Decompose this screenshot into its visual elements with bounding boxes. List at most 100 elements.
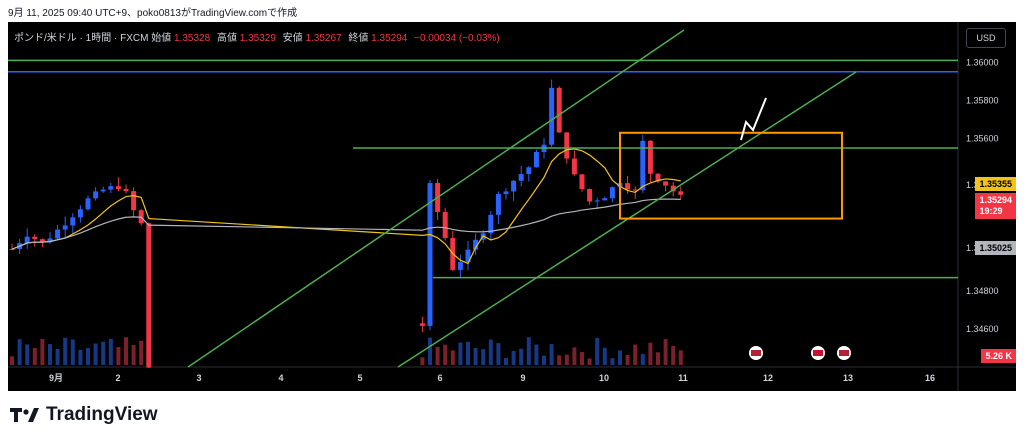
price-chart[interactable]: 1.36000 1.35800 1.35600 1.35355 1.35025 1.348… [8,22,1016,391]
volume-bar [124,337,128,365]
volume-bar [108,338,113,365]
event-flag-stripe [813,350,823,356]
channel-upper-line [187,29,685,368]
volume-bar [542,355,546,365]
volume-bar [435,346,440,365]
volume-bar [595,337,600,365]
volume-bar [420,357,425,365]
candle-body [55,229,61,239]
volume-bar [504,357,508,365]
candle-body [77,209,83,218]
volume-bar [656,352,660,365]
candle-body [419,323,425,326]
volume-bar [458,342,463,365]
candle-body [663,181,669,186]
volume-bar [496,343,501,365]
volume-bar [466,341,470,365]
candle-body [594,200,600,202]
volume-bar [443,344,448,365]
candle-body [93,191,99,199]
chart-caption: 9月 11, 2025 09:40 UTC+9、poko0813がTrading… [8,8,298,19]
volume-bar [450,350,455,365]
candle-body [511,180,517,192]
candle-body [495,194,501,215]
candle-body [146,223,152,368]
change-value: −0.00034 (−0.03%) [414,33,500,44]
volume-bar [25,344,30,365]
x-tick-label: 6 [437,373,442,383]
x-tick-label: 2 [115,373,120,383]
ohlc-header: ポンド/米ドル · 1時間 · FXCM 始値 1.35328 高値 1.353… [14,29,504,44]
candle-body [678,191,684,195]
volume-bar [70,339,75,365]
candle-body [647,140,653,174]
volume-bar [139,340,144,365]
candle-body [70,217,76,226]
candle-body [488,214,494,234]
candle-body [62,225,68,230]
symbol-label[interactable]: ポンド/米ドル · 1時間 · FXCM [14,33,149,44]
candle-body [465,249,471,263]
y-tick-label: 1.35600 [966,134,999,144]
close-value: 1.35294 [371,33,408,44]
chart-panel[interactable]: 1.36000 1.35800 1.35600 1.35355 1.35025 1.348… [8,22,1016,391]
candle-body [32,236,38,240]
currency-button[interactable]: USD [966,28,1006,48]
volume-bar [116,347,121,365]
candle-body [85,198,91,210]
volume-bar [549,344,554,365]
candle-body [100,189,106,192]
volume-bar [663,339,668,365]
x-tick-label: 4 [278,373,283,383]
event-flag-icon [837,346,851,360]
candle-body [427,183,433,326]
x-tick-label: 9 [520,373,525,383]
moving-average-slow [11,198,681,250]
volume-bar [587,358,592,365]
tradingview-logo[interactable]: TradingView [10,404,158,426]
candle-body [9,249,15,251]
ma-slow-price-tag: 1.35025 [975,241,1016,255]
y-tick-label: 1.35800 [966,95,999,105]
volume-bar [648,342,653,365]
y-tick-label: 1.34600 [966,324,999,334]
volume-bar [602,347,607,365]
volume-bar [93,343,98,365]
x-tick-label: 16 [925,373,935,383]
ma-price-tag: 1.35355 [975,177,1016,191]
candle-body [526,167,532,175]
close-label: 終値 [348,33,369,44]
candle-body [609,187,615,199]
volume-bar [101,341,106,365]
x-tick-label: 9月 [49,373,63,383]
volume-bar [78,349,83,365]
y-tick-label: 1.36000 [966,57,999,67]
candle-body [579,174,585,190]
candle-body [632,189,638,191]
candle-body [533,151,539,168]
volume-bar [557,355,562,365]
candle-body [518,174,524,181]
volume-bar [580,352,584,365]
open-label: 始値 [151,33,172,44]
volume-bar [610,358,615,365]
volume-bar [10,356,14,365]
volume-bar [564,354,569,365]
x-tick-label: 12 [763,373,773,383]
volume-bar [55,348,60,365]
candle-body [625,183,631,190]
x-tick-label: 5 [357,373,362,383]
candle-body [556,87,562,133]
volume-bar [534,344,539,365]
event-flag-icon [749,346,763,360]
moving-average-fast [11,148,681,265]
candle-body [39,239,45,243]
y-tick-label: 1.34800 [966,286,999,296]
volume-bar [40,339,45,365]
candle-body [473,239,479,250]
candle-body [123,189,129,192]
volume-bar [671,345,676,365]
candle-body [564,132,570,159]
candle-body [602,198,608,201]
volume-bar [63,337,68,365]
